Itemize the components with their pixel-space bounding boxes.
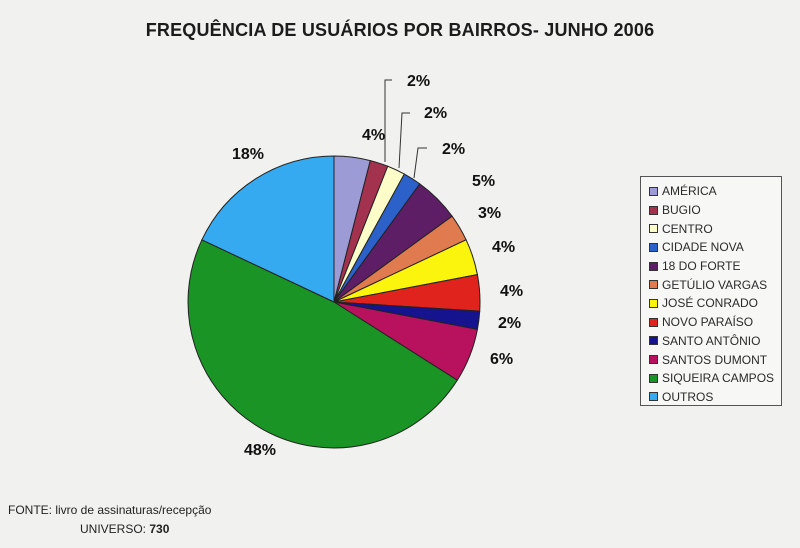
legend-item: JOSÉ CONRADO bbox=[649, 294, 781, 313]
legend-swatch bbox=[649, 392, 658, 402]
universe-value: 730 bbox=[149, 522, 170, 536]
legend-item: SIQUEIRA CAMPOS bbox=[649, 369, 781, 388]
legend-label: 18 DO FORTE bbox=[662, 259, 741, 274]
data-label: 4% bbox=[492, 239, 515, 256]
legend-swatch bbox=[649, 373, 658, 383]
footer-source: FONTE: livro de assinaturas/recepção bbox=[8, 503, 212, 517]
legend-label: NOVO PARAÍSO bbox=[662, 315, 754, 330]
legend-item: GETÚLIO VARGAS bbox=[649, 275, 781, 294]
legend-item: CENTRO bbox=[649, 219, 781, 238]
legend-label: GETÚLIO VARGAS bbox=[662, 277, 768, 292]
legend-label: SIQUEIRA CAMPOS bbox=[662, 371, 775, 386]
legend-swatch bbox=[649, 336, 658, 346]
legend-item: NOVO PARAÍSO bbox=[649, 313, 781, 332]
legend-item: BUGIO bbox=[649, 201, 781, 220]
legend-item: SANTO ANTÔNIO bbox=[649, 332, 781, 351]
legend-label: SANTO ANTÔNIO bbox=[662, 333, 761, 348]
legend-swatch bbox=[649, 317, 658, 327]
legend-item: 18 DO FORTE bbox=[649, 257, 781, 276]
data-label: 2% bbox=[442, 141, 465, 158]
chart-title: FREQUÊNCIA DE USUÁRIOS POR BAIRROS- JUNH… bbox=[145, 20, 655, 40]
data-label: 4% bbox=[362, 127, 385, 144]
legend-item: SANTOS DUMONT bbox=[649, 350, 781, 369]
legend-label: JOSÉ CONRADO bbox=[662, 296, 759, 311]
legend-swatch bbox=[649, 261, 658, 271]
legend: AMÉRICA BUGIO CENTRO CIDADE NOVA 18 DO FORTE… bbox=[640, 176, 782, 406]
legend-swatch bbox=[649, 186, 658, 196]
pie-slice-outros bbox=[201, 155, 335, 303]
legend-swatch bbox=[649, 224, 658, 234]
legend-swatch bbox=[649, 205, 658, 215]
legend-item: OUTROS bbox=[649, 388, 781, 407]
legend-swatch bbox=[649, 280, 658, 290]
universe-label: UNIVERSO: bbox=[80, 522, 147, 536]
legend-swatch bbox=[649, 355, 658, 365]
data-label: 48% bbox=[244, 442, 276, 459]
data-label: 2% bbox=[424, 105, 447, 122]
data-label: 6% bbox=[490, 351, 513, 368]
legend-label: CIDADE NOVA bbox=[662, 240, 744, 255]
legend-swatch bbox=[649, 242, 658, 252]
legend-item: CIDADE NOVA bbox=[649, 238, 781, 257]
legend-label: AMÉRICA bbox=[662, 184, 717, 199]
legend-item: AMÉRICA bbox=[649, 182, 781, 201]
leader-line bbox=[413, 147, 427, 179]
leader-line bbox=[384, 79, 392, 162]
pie-slice-siqueira-campos bbox=[187, 239, 458, 449]
data-label: 2% bbox=[407, 73, 430, 90]
data-label: 18% bbox=[232, 146, 264, 163]
leader-line bbox=[398, 112, 410, 169]
data-label: 5% bbox=[472, 173, 495, 190]
legend-swatch bbox=[649, 298, 658, 308]
legend-label: BUGIO bbox=[662, 203, 701, 218]
footer-universe: UNIVERSO: 730 bbox=[80, 522, 169, 536]
data-label: 3% bbox=[478, 205, 501, 222]
legend-label: CENTRO bbox=[662, 221, 713, 236]
data-label: 2% bbox=[498, 315, 521, 332]
legend-label: SANTOS DUMONT bbox=[662, 352, 768, 367]
data-label: 4% bbox=[500, 283, 523, 300]
legend-label: OUTROS bbox=[662, 389, 714, 404]
